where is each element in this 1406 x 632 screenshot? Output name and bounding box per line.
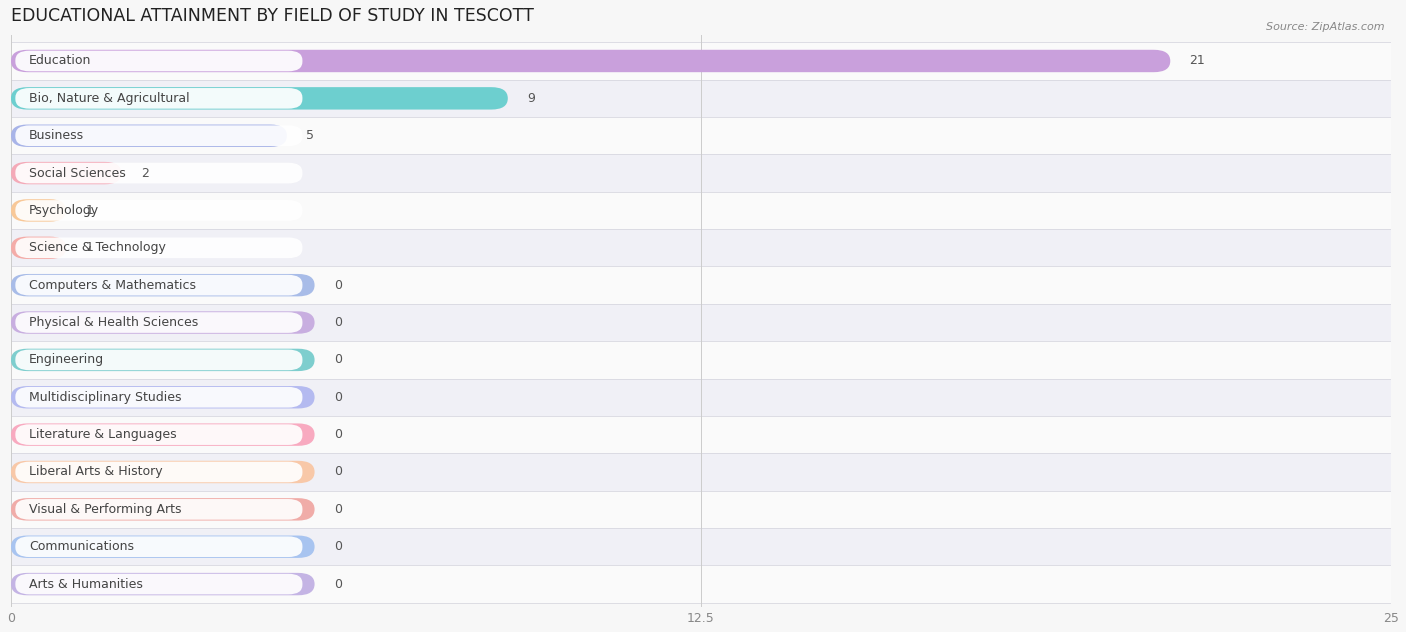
FancyBboxPatch shape bbox=[15, 499, 302, 520]
Text: 0: 0 bbox=[333, 466, 342, 478]
FancyBboxPatch shape bbox=[11, 125, 287, 147]
FancyBboxPatch shape bbox=[11, 304, 1391, 341]
FancyBboxPatch shape bbox=[15, 424, 302, 445]
FancyBboxPatch shape bbox=[11, 267, 1391, 304]
FancyBboxPatch shape bbox=[11, 229, 1391, 267]
FancyBboxPatch shape bbox=[15, 51, 302, 71]
Text: Multidisciplinary Studies: Multidisciplinary Studies bbox=[30, 391, 181, 404]
Text: Science & Technology: Science & Technology bbox=[30, 241, 166, 254]
FancyBboxPatch shape bbox=[11, 423, 315, 446]
Text: Engineering: Engineering bbox=[30, 353, 104, 367]
FancyBboxPatch shape bbox=[11, 162, 121, 185]
FancyBboxPatch shape bbox=[11, 341, 1391, 379]
FancyBboxPatch shape bbox=[11, 498, 315, 521]
FancyBboxPatch shape bbox=[11, 50, 1170, 72]
FancyBboxPatch shape bbox=[11, 349, 315, 371]
FancyBboxPatch shape bbox=[11, 191, 1391, 229]
FancyBboxPatch shape bbox=[15, 275, 302, 296]
FancyBboxPatch shape bbox=[11, 535, 315, 558]
FancyBboxPatch shape bbox=[11, 274, 315, 296]
FancyBboxPatch shape bbox=[11, 154, 1391, 191]
Text: 5: 5 bbox=[307, 129, 315, 142]
FancyBboxPatch shape bbox=[15, 462, 302, 482]
FancyBboxPatch shape bbox=[11, 416, 1391, 453]
Text: Business: Business bbox=[30, 129, 84, 142]
Text: Arts & Humanities: Arts & Humanities bbox=[30, 578, 143, 590]
FancyBboxPatch shape bbox=[11, 42, 1391, 80]
FancyBboxPatch shape bbox=[11, 453, 1391, 490]
FancyBboxPatch shape bbox=[11, 80, 1391, 117]
Text: EDUCATIONAL ATTAINMENT BY FIELD OF STUDY IN TESCOTT: EDUCATIONAL ATTAINMENT BY FIELD OF STUDY… bbox=[11, 7, 534, 25]
Text: 0: 0 bbox=[333, 353, 342, 367]
FancyBboxPatch shape bbox=[11, 199, 66, 222]
Text: 2: 2 bbox=[141, 167, 149, 179]
FancyBboxPatch shape bbox=[15, 387, 302, 408]
FancyBboxPatch shape bbox=[11, 87, 508, 109]
Text: 0: 0 bbox=[333, 316, 342, 329]
Text: 0: 0 bbox=[333, 279, 342, 292]
FancyBboxPatch shape bbox=[15, 349, 302, 370]
FancyBboxPatch shape bbox=[11, 386, 315, 408]
FancyBboxPatch shape bbox=[15, 88, 302, 109]
FancyBboxPatch shape bbox=[11, 312, 315, 334]
FancyBboxPatch shape bbox=[11, 566, 1391, 603]
FancyBboxPatch shape bbox=[11, 573, 315, 595]
Text: 1: 1 bbox=[86, 241, 93, 254]
FancyBboxPatch shape bbox=[11, 490, 1391, 528]
Text: Computers & Mathematics: Computers & Mathematics bbox=[30, 279, 197, 292]
FancyBboxPatch shape bbox=[15, 574, 302, 594]
Text: Source: ZipAtlas.com: Source: ZipAtlas.com bbox=[1267, 22, 1385, 32]
FancyBboxPatch shape bbox=[15, 163, 302, 183]
Text: Communications: Communications bbox=[30, 540, 134, 553]
FancyBboxPatch shape bbox=[15, 238, 302, 258]
Text: Psychology: Psychology bbox=[30, 204, 100, 217]
FancyBboxPatch shape bbox=[15, 200, 302, 221]
Text: Bio, Nature & Agricultural: Bio, Nature & Agricultural bbox=[30, 92, 190, 105]
FancyBboxPatch shape bbox=[15, 125, 302, 146]
Text: 0: 0 bbox=[333, 540, 342, 553]
Text: Literature & Languages: Literature & Languages bbox=[30, 428, 177, 441]
Text: 0: 0 bbox=[333, 428, 342, 441]
FancyBboxPatch shape bbox=[11, 236, 66, 259]
FancyBboxPatch shape bbox=[15, 537, 302, 557]
FancyBboxPatch shape bbox=[15, 312, 302, 333]
Text: 0: 0 bbox=[333, 578, 342, 590]
Text: 0: 0 bbox=[333, 391, 342, 404]
FancyBboxPatch shape bbox=[11, 528, 1391, 566]
Text: Physical & Health Sciences: Physical & Health Sciences bbox=[30, 316, 198, 329]
FancyBboxPatch shape bbox=[11, 379, 1391, 416]
Text: 0: 0 bbox=[333, 503, 342, 516]
Text: Liberal Arts & History: Liberal Arts & History bbox=[30, 466, 163, 478]
Text: 1: 1 bbox=[86, 204, 93, 217]
Text: Education: Education bbox=[30, 54, 91, 68]
FancyBboxPatch shape bbox=[11, 117, 1391, 154]
Text: Visual & Performing Arts: Visual & Performing Arts bbox=[30, 503, 181, 516]
FancyBboxPatch shape bbox=[11, 461, 315, 483]
Text: 9: 9 bbox=[527, 92, 536, 105]
Text: Social Sciences: Social Sciences bbox=[30, 167, 127, 179]
Text: 21: 21 bbox=[1189, 54, 1205, 68]
